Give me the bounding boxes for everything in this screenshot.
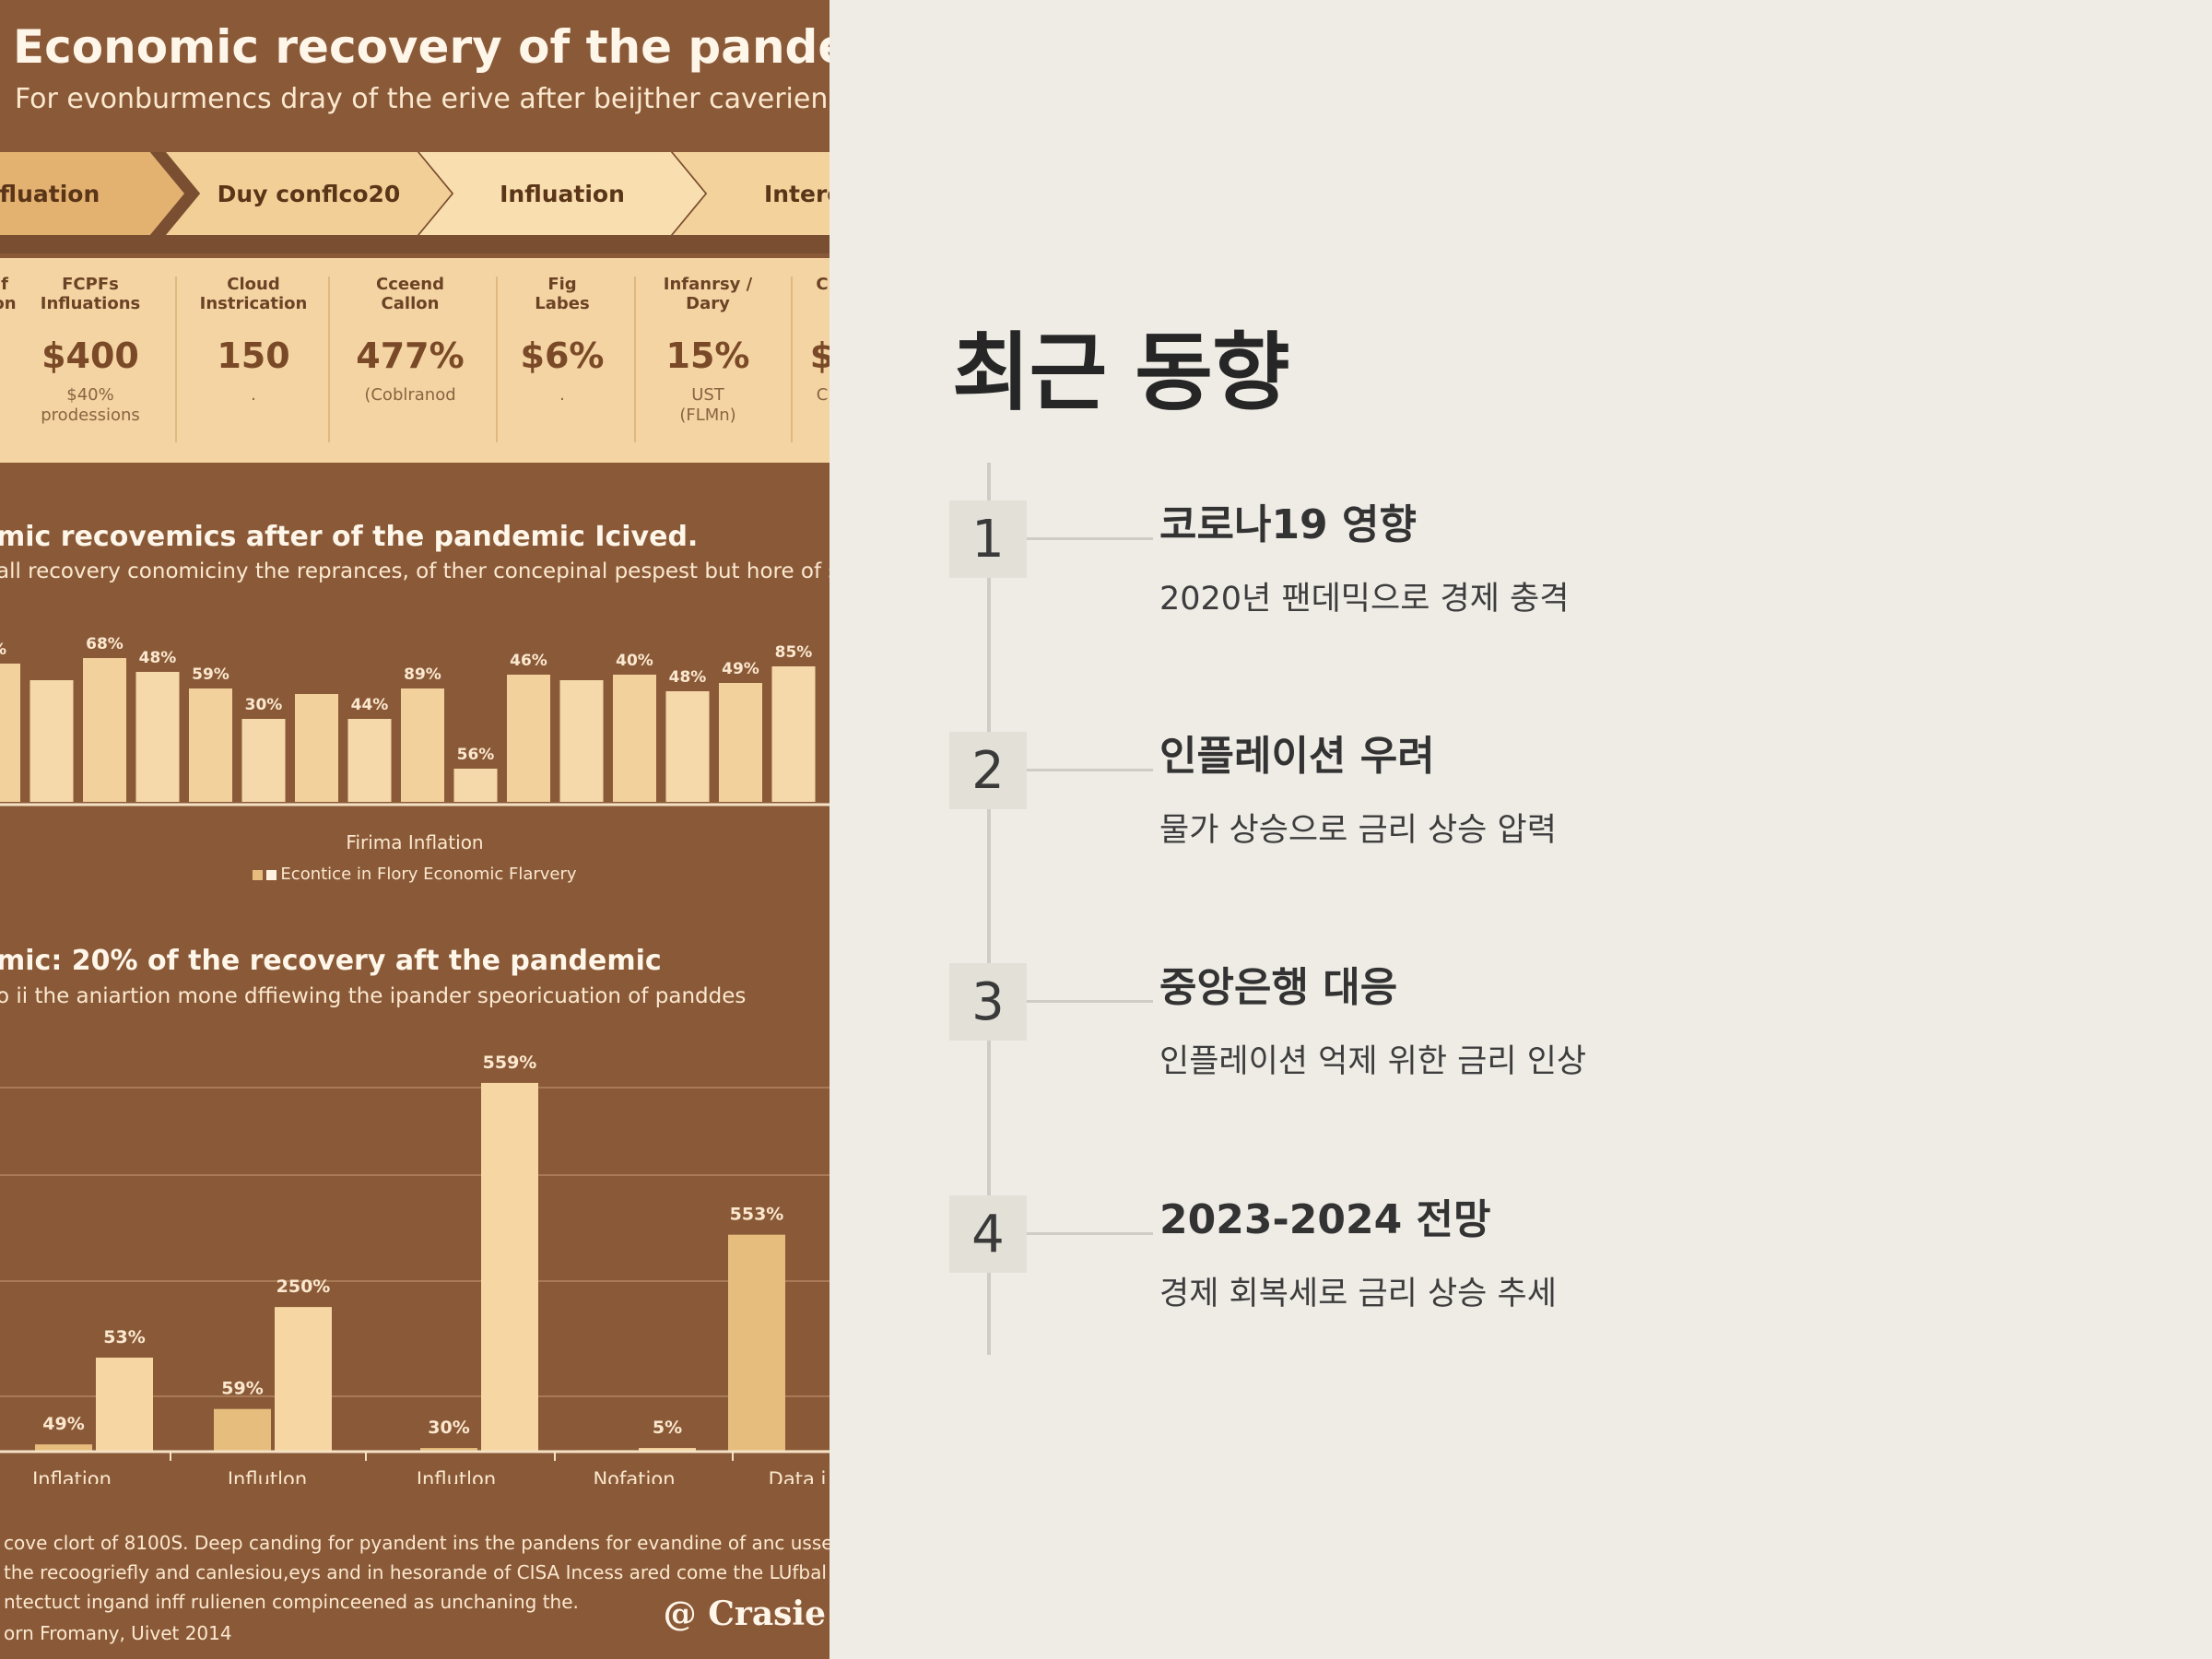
arrow-step: nfluation bbox=[0, 152, 184, 235]
step-title: 인플레이션 우려 bbox=[1159, 733, 1435, 780]
chart2-data-label: 559% bbox=[483, 1053, 537, 1073]
step-title: 코로나19 영향 bbox=[1159, 501, 1417, 548]
infographic-image: Economic recovery of the pandemic For ev… bbox=[0, 0, 830, 1659]
chart1-bar bbox=[771, 666, 816, 802]
chart1-bar bbox=[507, 675, 550, 802]
chart1-legend: Econtice in Flory Economic Flarvery bbox=[0, 865, 830, 884]
chart2-bar bbox=[275, 1307, 332, 1452]
legend-swatch bbox=[253, 869, 264, 880]
infographic-logo: @ Crasie bbox=[663, 1594, 826, 1633]
chart1-data-label: 56% bbox=[457, 746, 495, 764]
chart1-data-label: 68% bbox=[86, 635, 124, 653]
step-number-badge: 3 bbox=[949, 963, 1027, 1041]
stat-item: Cceend Callon 477% (Coblranod bbox=[356, 275, 465, 405]
chart2-bar bbox=[639, 1448, 696, 1452]
footnote-line: ntectuct ingand inff rulienen compinceen… bbox=[4, 1591, 579, 1613]
step-description: 2020년 팬데믹으로 경제 충격 bbox=[1159, 581, 1570, 618]
chart1-data-label: % bbox=[0, 641, 6, 659]
chart2-data-label: 5% bbox=[653, 1418, 682, 1438]
arrow-band: nfluation Duy conflco20 Influation Inter… bbox=[0, 152, 830, 253]
infographic-subtitle: For evonburmencs dray of the erive after… bbox=[15, 83, 830, 115]
section1-heading: mic recovemics after of the pandemic Ici… bbox=[0, 521, 699, 553]
chart2-data-label: 30% bbox=[428, 1418, 469, 1438]
section2-heading: mic: 20% of the recovery aft the pandemi… bbox=[0, 945, 662, 977]
step-connector bbox=[1027, 1000, 1153, 1003]
chart1-bar bbox=[347, 719, 392, 802]
arrow-step: Duy conflco20 bbox=[166, 152, 452, 235]
chart2-bar bbox=[420, 1448, 477, 1452]
chart2-category-label: Influtlon bbox=[417, 1468, 496, 1484]
chart2-category-label: Inflation bbox=[32, 1468, 112, 1484]
step-connector bbox=[1027, 1232, 1153, 1235]
footnote-line: cove clort of 8100S. Deep canding for py… bbox=[4, 1532, 830, 1554]
infographic-title: Economic recovery of the pandemic bbox=[13, 20, 830, 74]
step-description: 경제 회복세로 금리 상승 추세 bbox=[1159, 1276, 1557, 1312]
chart2-bar bbox=[96, 1358, 153, 1452]
stat-item: Fig Labes $6% . bbox=[520, 275, 605, 405]
chart1-data-label: 59% bbox=[192, 665, 229, 684]
chart1-bar bbox=[189, 688, 232, 802]
stats-band: f on FCPFs Influations $400 $40% prodess… bbox=[0, 258, 830, 463]
chart1-data-label: 48% bbox=[669, 668, 707, 687]
chart2-category-label: Data i bbox=[769, 1468, 827, 1484]
step-title: 중앙은행 대응 bbox=[1159, 964, 1398, 1011]
step-number-badge: 1 bbox=[949, 500, 1027, 578]
chart2-data-label: 250% bbox=[276, 1277, 331, 1297]
footnote-line: orn Fromany, Uivet 2014 bbox=[4, 1622, 232, 1644]
step-connector bbox=[1027, 537, 1153, 540]
chart1-bar bbox=[719, 683, 762, 802]
chart1-data-label: 40% bbox=[616, 652, 653, 670]
chart1-data-label: 49% bbox=[722, 660, 759, 678]
chart2-data-label: 53% bbox=[103, 1327, 145, 1347]
bar-chart-2: 49% 59% 30% 553% 53% 250% 559% 5% Inflation Influ… bbox=[0, 1053, 830, 1484]
step-title: 2023-2024 전망 bbox=[1159, 1196, 1491, 1243]
step-number-badge: 2 bbox=[949, 732, 1027, 809]
chart1-data-label: 89% bbox=[404, 665, 441, 684]
stat-item: Infanrsy / Dary 15% UST (FLMn) bbox=[663, 275, 753, 425]
chart1-bar bbox=[135, 672, 180, 802]
chart2-category-label: Nofation bbox=[593, 1468, 675, 1484]
chart1-bar bbox=[29, 680, 74, 802]
step-number-badge: 4 bbox=[949, 1195, 1027, 1273]
chart1-bar bbox=[665, 691, 710, 802]
chart2-data-label: 59% bbox=[221, 1379, 263, 1399]
chart2-data-label: 553% bbox=[730, 1205, 784, 1225]
step-description: 물가 상승으로 금리 상승 압력 bbox=[1159, 812, 1557, 849]
chart1-bar bbox=[295, 694, 338, 802]
chart2-bar bbox=[481, 1082, 538, 1452]
step-connector bbox=[1027, 769, 1153, 771]
chart1-data-label: 48% bbox=[139, 649, 177, 667]
stat-item: FCPFs Influations $400 $40% prodessions bbox=[40, 275, 141, 425]
section2-subheading: o ii the aniartion mone dffiewing the ip… bbox=[0, 984, 747, 1008]
chart2-bar bbox=[35, 1444, 92, 1452]
stat-item: C $ C bbox=[809, 275, 830, 405]
section1-subheading: all recovery conomiciny the reprances, o… bbox=[0, 559, 830, 583]
chart1-data-label: 44% bbox=[351, 696, 389, 714]
slide-title: 최근 동향 bbox=[952, 324, 1290, 422]
chart1-data-label: 46% bbox=[510, 652, 547, 670]
chart1-bar bbox=[0, 664, 20, 802]
footnote-line: the recoogriefly and canlesiou,eys and i… bbox=[4, 1561, 830, 1583]
chart1-xlabel: Firima Inflation bbox=[346, 831, 484, 853]
arrow-step: Influation bbox=[419, 152, 705, 235]
bar-chart-1: % 68% 48% 59% 30% 44% 89% 56% 46% 40% 48% 49% 85% bbox=[0, 635, 830, 806]
chart1-bar bbox=[83, 658, 126, 802]
stat-item: f on bbox=[0, 275, 17, 313]
chart2-category-label: Influtlon bbox=[228, 1468, 307, 1484]
chart2-bar bbox=[728, 1234, 785, 1452]
chart1-bar bbox=[241, 719, 286, 802]
stat-item: Cloud Instrication 150 . bbox=[199, 275, 308, 405]
chart1-bar bbox=[559, 680, 604, 802]
chart1-data-label: 85% bbox=[775, 643, 813, 662]
step-description: 인플레이션 억제 위한 금리 인상 bbox=[1159, 1043, 1587, 1080]
legend-swatch bbox=[266, 869, 277, 880]
chart1-bar bbox=[401, 688, 444, 802]
chart1-bar bbox=[613, 675, 656, 802]
timeline-line bbox=[987, 463, 991, 1355]
chart2-data-label: 49% bbox=[42, 1414, 84, 1434]
chart1-data-label: 30% bbox=[245, 696, 283, 714]
chart1-bar bbox=[453, 769, 498, 802]
chart2-bar bbox=[214, 1408, 271, 1452]
